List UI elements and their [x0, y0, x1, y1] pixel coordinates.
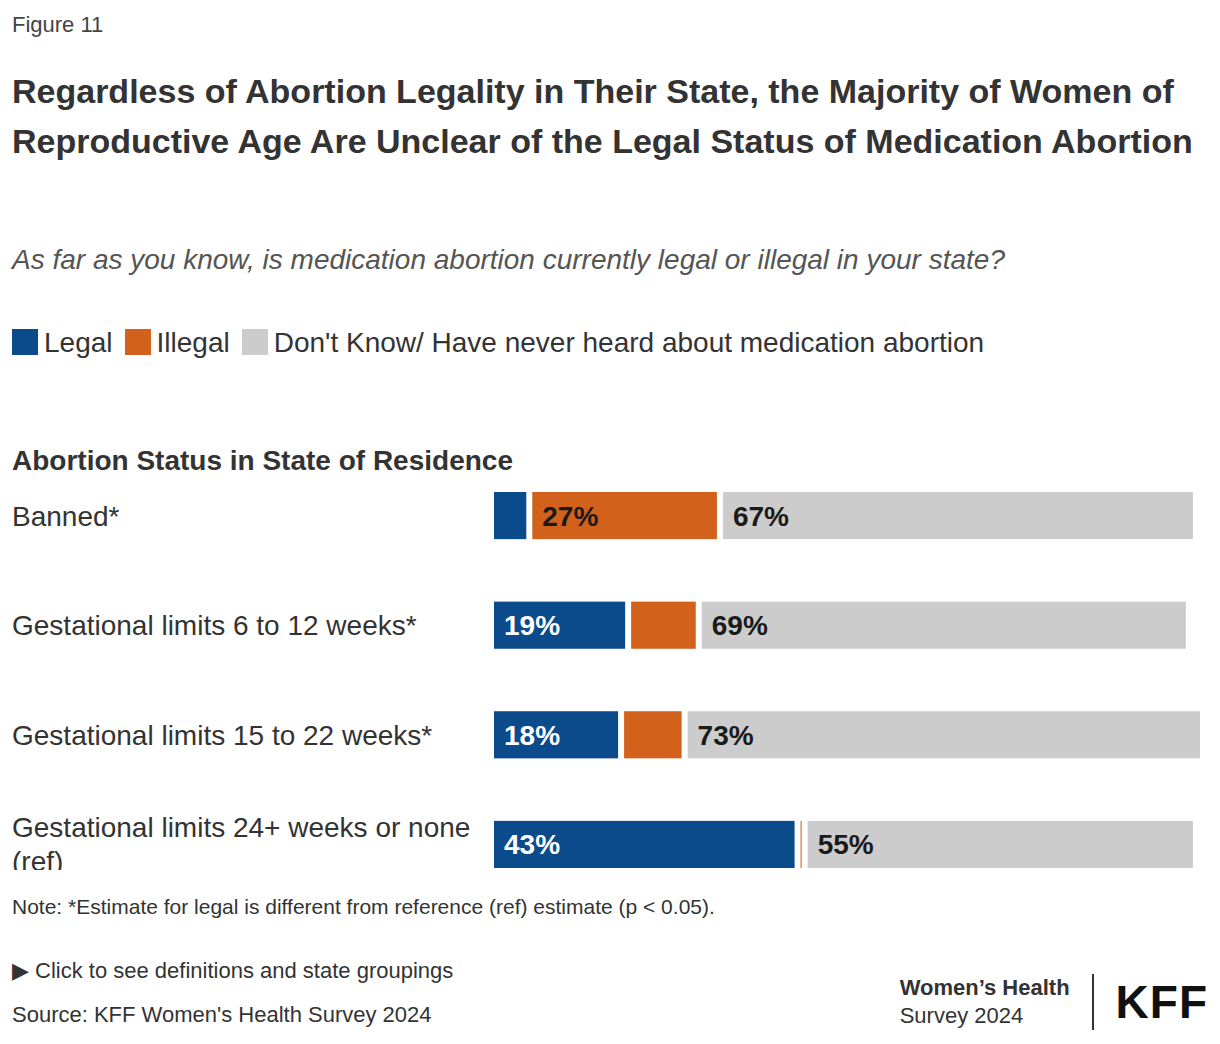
data-label: 69%: [712, 610, 768, 641]
bars: [494, 492, 1200, 868]
logo-line: Survey 2024: [900, 1002, 1070, 1030]
logo-line: Women’s Health: [900, 974, 1070, 1002]
bar-segment: [624, 711, 682, 758]
y-tick-label-line: Banned*: [12, 501, 120, 532]
legend-label: Don't Know/ Have never heard about medic…: [274, 327, 984, 358]
bar-segment: [801, 821, 802, 868]
y-axis: Banned* Gestational limits 6 to 12 weeks*…: [12, 501, 470, 870]
y-tick: Banned*: [12, 501, 120, 532]
logo-brand: KFF: [1094, 975, 1208, 1029]
y-tick: Gestational limits 24+ weeks or none (ref…: [12, 812, 470, 870]
legend: Legal Illegal Don't Know/ Have never heard…: [12, 316, 1092, 370]
bar-segment: [494, 821, 795, 868]
y-tick: Gestational limits 6 to 12 weeks*: [12, 610, 417, 641]
y-tick: Gestational limits 15 to 22 weeks*: [12, 720, 432, 751]
legend-label: Illegal: [157, 327, 230, 358]
bar-segment: [631, 602, 696, 649]
y-tick-label: Gestational limits 24+ weeks or none (ref…: [12, 812, 470, 870]
bar-segment: [723, 492, 1193, 539]
source: Source: KFF Women's Health Survey 2024: [12, 1002, 432, 1028]
chart: Abortion Status in State of Residence Ban…: [0, 430, 1220, 870]
y-tick-label-line: Gestational limits 6 to 12 weeks*: [12, 610, 417, 641]
legend-item: Illegal: [125, 327, 230, 358]
subtitle: As far as you know, is medication aborti…: [12, 244, 1208, 276]
y-tick-label: Gestational limits 15 to 22 weeks*: [12, 720, 432, 751]
data-label: 27%: [542, 501, 598, 532]
data-label: 18%: [504, 720, 560, 751]
logo: Women’s HealthSurvey 2024KFF: [900, 974, 1208, 1030]
data-label: 67%: [733, 501, 789, 532]
data-label: 73%: [698, 720, 754, 751]
y-tick-label: Gestational limits 6 to 12 weeks*: [12, 610, 417, 641]
title: Regardless of Abortion Legality in Their…: [12, 66, 1208, 166]
legend-label: Legal: [44, 327, 113, 358]
bar-segment: [688, 711, 1200, 758]
figure-label: Figure 11: [12, 12, 103, 38]
y-axis-title: Abortion Status in State of Residence: [12, 445, 513, 476]
y-tick-label: Banned*: [12, 501, 120, 532]
bar-segment: [494, 711, 618, 758]
data-label: 55%: [818, 829, 874, 860]
definitions-toggle: ▶ Click to see definitions and state gro…: [12, 958, 453, 984]
y-tick-label-line: (ref): [12, 846, 63, 870]
logo-text: Women’s HealthSurvey 2024: [900, 974, 1094, 1030]
bar-segment: [494, 602, 625, 649]
bar-segment: [494, 492, 526, 539]
legend-item: Don't Know/ Have never heard about medic…: [242, 327, 984, 358]
legend-swatch: [12, 329, 38, 355]
data-labels: 27% 67% 19% 69% 18% 73% 43% 55%: [504, 501, 874, 861]
data-label: 19%: [504, 610, 560, 641]
data-label: 43%: [504, 829, 560, 860]
bar-segment: [808, 821, 1193, 868]
bar-segment: [532, 492, 717, 539]
legend-item: Legal: [12, 327, 113, 358]
note: Note: *Estimate for legal is different f…: [12, 892, 812, 922]
y-tick-label-line: Gestational limits 24+ weeks or none: [12, 812, 470, 843]
legend-swatch: [125, 329, 151, 355]
legend-swatch: [242, 329, 268, 355]
bar-segment: [702, 602, 1186, 649]
y-tick-label-line: Gestational limits 15 to 22 weeks*: [12, 720, 432, 751]
